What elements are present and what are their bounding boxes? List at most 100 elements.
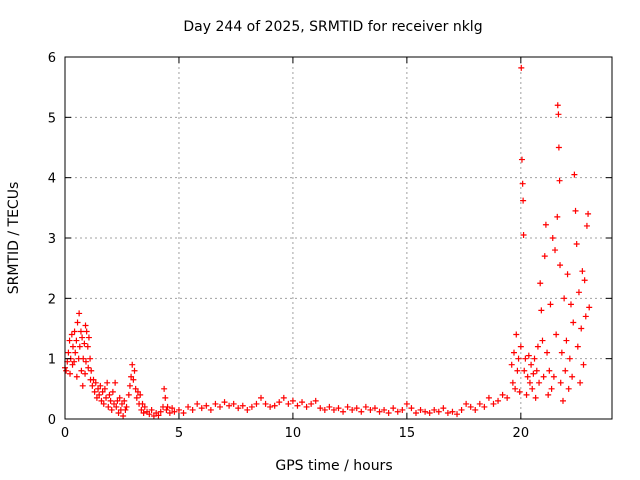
data-point [546, 367, 553, 374]
data-point [540, 373, 547, 380]
data-point [536, 379, 543, 386]
data-point [166, 409, 173, 416]
data-point [547, 301, 554, 308]
data-point [513, 331, 520, 338]
data-point [76, 310, 83, 317]
data-point [554, 102, 561, 109]
data-point [212, 400, 219, 407]
data-point [431, 406, 438, 413]
data-point [555, 144, 562, 151]
y-axis-label: SRMTID / TECUs [6, 182, 22, 295]
data-point [426, 409, 433, 416]
data-point [125, 391, 132, 398]
data-point [541, 253, 548, 260]
data-point [330, 406, 337, 413]
data-point [569, 373, 576, 380]
data-point [512, 385, 519, 392]
data-point [525, 352, 532, 359]
data-point [548, 385, 555, 392]
data-point [444, 409, 451, 416]
data-point [504, 394, 511, 401]
data-point [390, 405, 397, 412]
data-point [67, 370, 74, 377]
data-point [126, 382, 133, 389]
data-point [531, 355, 538, 362]
data-point [580, 361, 587, 368]
data-point [510, 349, 517, 356]
data-point [118, 400, 125, 407]
data-point [463, 400, 470, 407]
data-point [499, 391, 506, 398]
data-point [349, 406, 356, 413]
data-point [522, 355, 529, 362]
data-point [509, 379, 516, 386]
data-point [561, 295, 568, 302]
data-point [553, 331, 560, 338]
y-tick-label: 5 [48, 111, 56, 126]
data-point [408, 405, 415, 412]
data-point [557, 379, 564, 386]
data-point [226, 402, 233, 409]
data-point [221, 399, 228, 406]
data-point [72, 349, 79, 356]
data-point [180, 409, 187, 416]
data-point [294, 402, 301, 409]
data-point [449, 408, 456, 415]
data-point [572, 207, 579, 214]
data-point [235, 405, 242, 412]
data-point [495, 397, 502, 404]
data-point [91, 388, 98, 395]
data-point [490, 400, 497, 407]
data-point [528, 361, 535, 368]
data-point [577, 379, 584, 386]
data-point [96, 391, 103, 398]
data-point [565, 385, 572, 392]
data-point [353, 405, 360, 412]
data-point [563, 337, 570, 344]
data-point [74, 319, 81, 326]
data-point [537, 280, 544, 287]
data-point [549, 235, 556, 241]
data-point [529, 385, 536, 392]
data-point [454, 411, 461, 418]
data-point [526, 379, 533, 386]
data-point [98, 397, 105, 404]
y-tick-label: 6 [48, 51, 56, 66]
data-point [175, 406, 182, 413]
data-point [80, 355, 87, 362]
data-point [132, 385, 139, 392]
data-point [412, 409, 419, 416]
data-point [514, 367, 521, 374]
data-point [95, 385, 102, 392]
data-point [403, 400, 410, 407]
data-point [68, 331, 75, 338]
data-point [84, 343, 91, 350]
data-point [92, 379, 99, 386]
data-point [128, 373, 135, 380]
data-point [150, 412, 157, 419]
data-point [518, 64, 525, 71]
x-axis-label: GPS time / hours [275, 458, 392, 474]
data-point [73, 373, 80, 380]
data-point [583, 222, 590, 229]
data-point [163, 406, 170, 413]
data-point [555, 111, 562, 118]
data-point [385, 409, 392, 416]
axis-ticks: 0 5 10 15 20 0 1 2 3 4 5 6 [48, 51, 612, 441]
x-tick-label: 10 [285, 426, 302, 441]
data-point [169, 405, 176, 412]
data-point [69, 361, 76, 368]
data-point [121, 397, 128, 404]
data-point [66, 337, 73, 344]
data-point [545, 391, 552, 398]
data-point [106, 391, 113, 398]
data-point [562, 367, 569, 374]
data-point [367, 406, 374, 413]
data-point [244, 406, 251, 413]
data-point [73, 337, 80, 344]
data-point [358, 408, 365, 415]
y-tick-label: 3 [48, 232, 56, 247]
data-point [567, 301, 574, 308]
data-point [258, 394, 265, 401]
